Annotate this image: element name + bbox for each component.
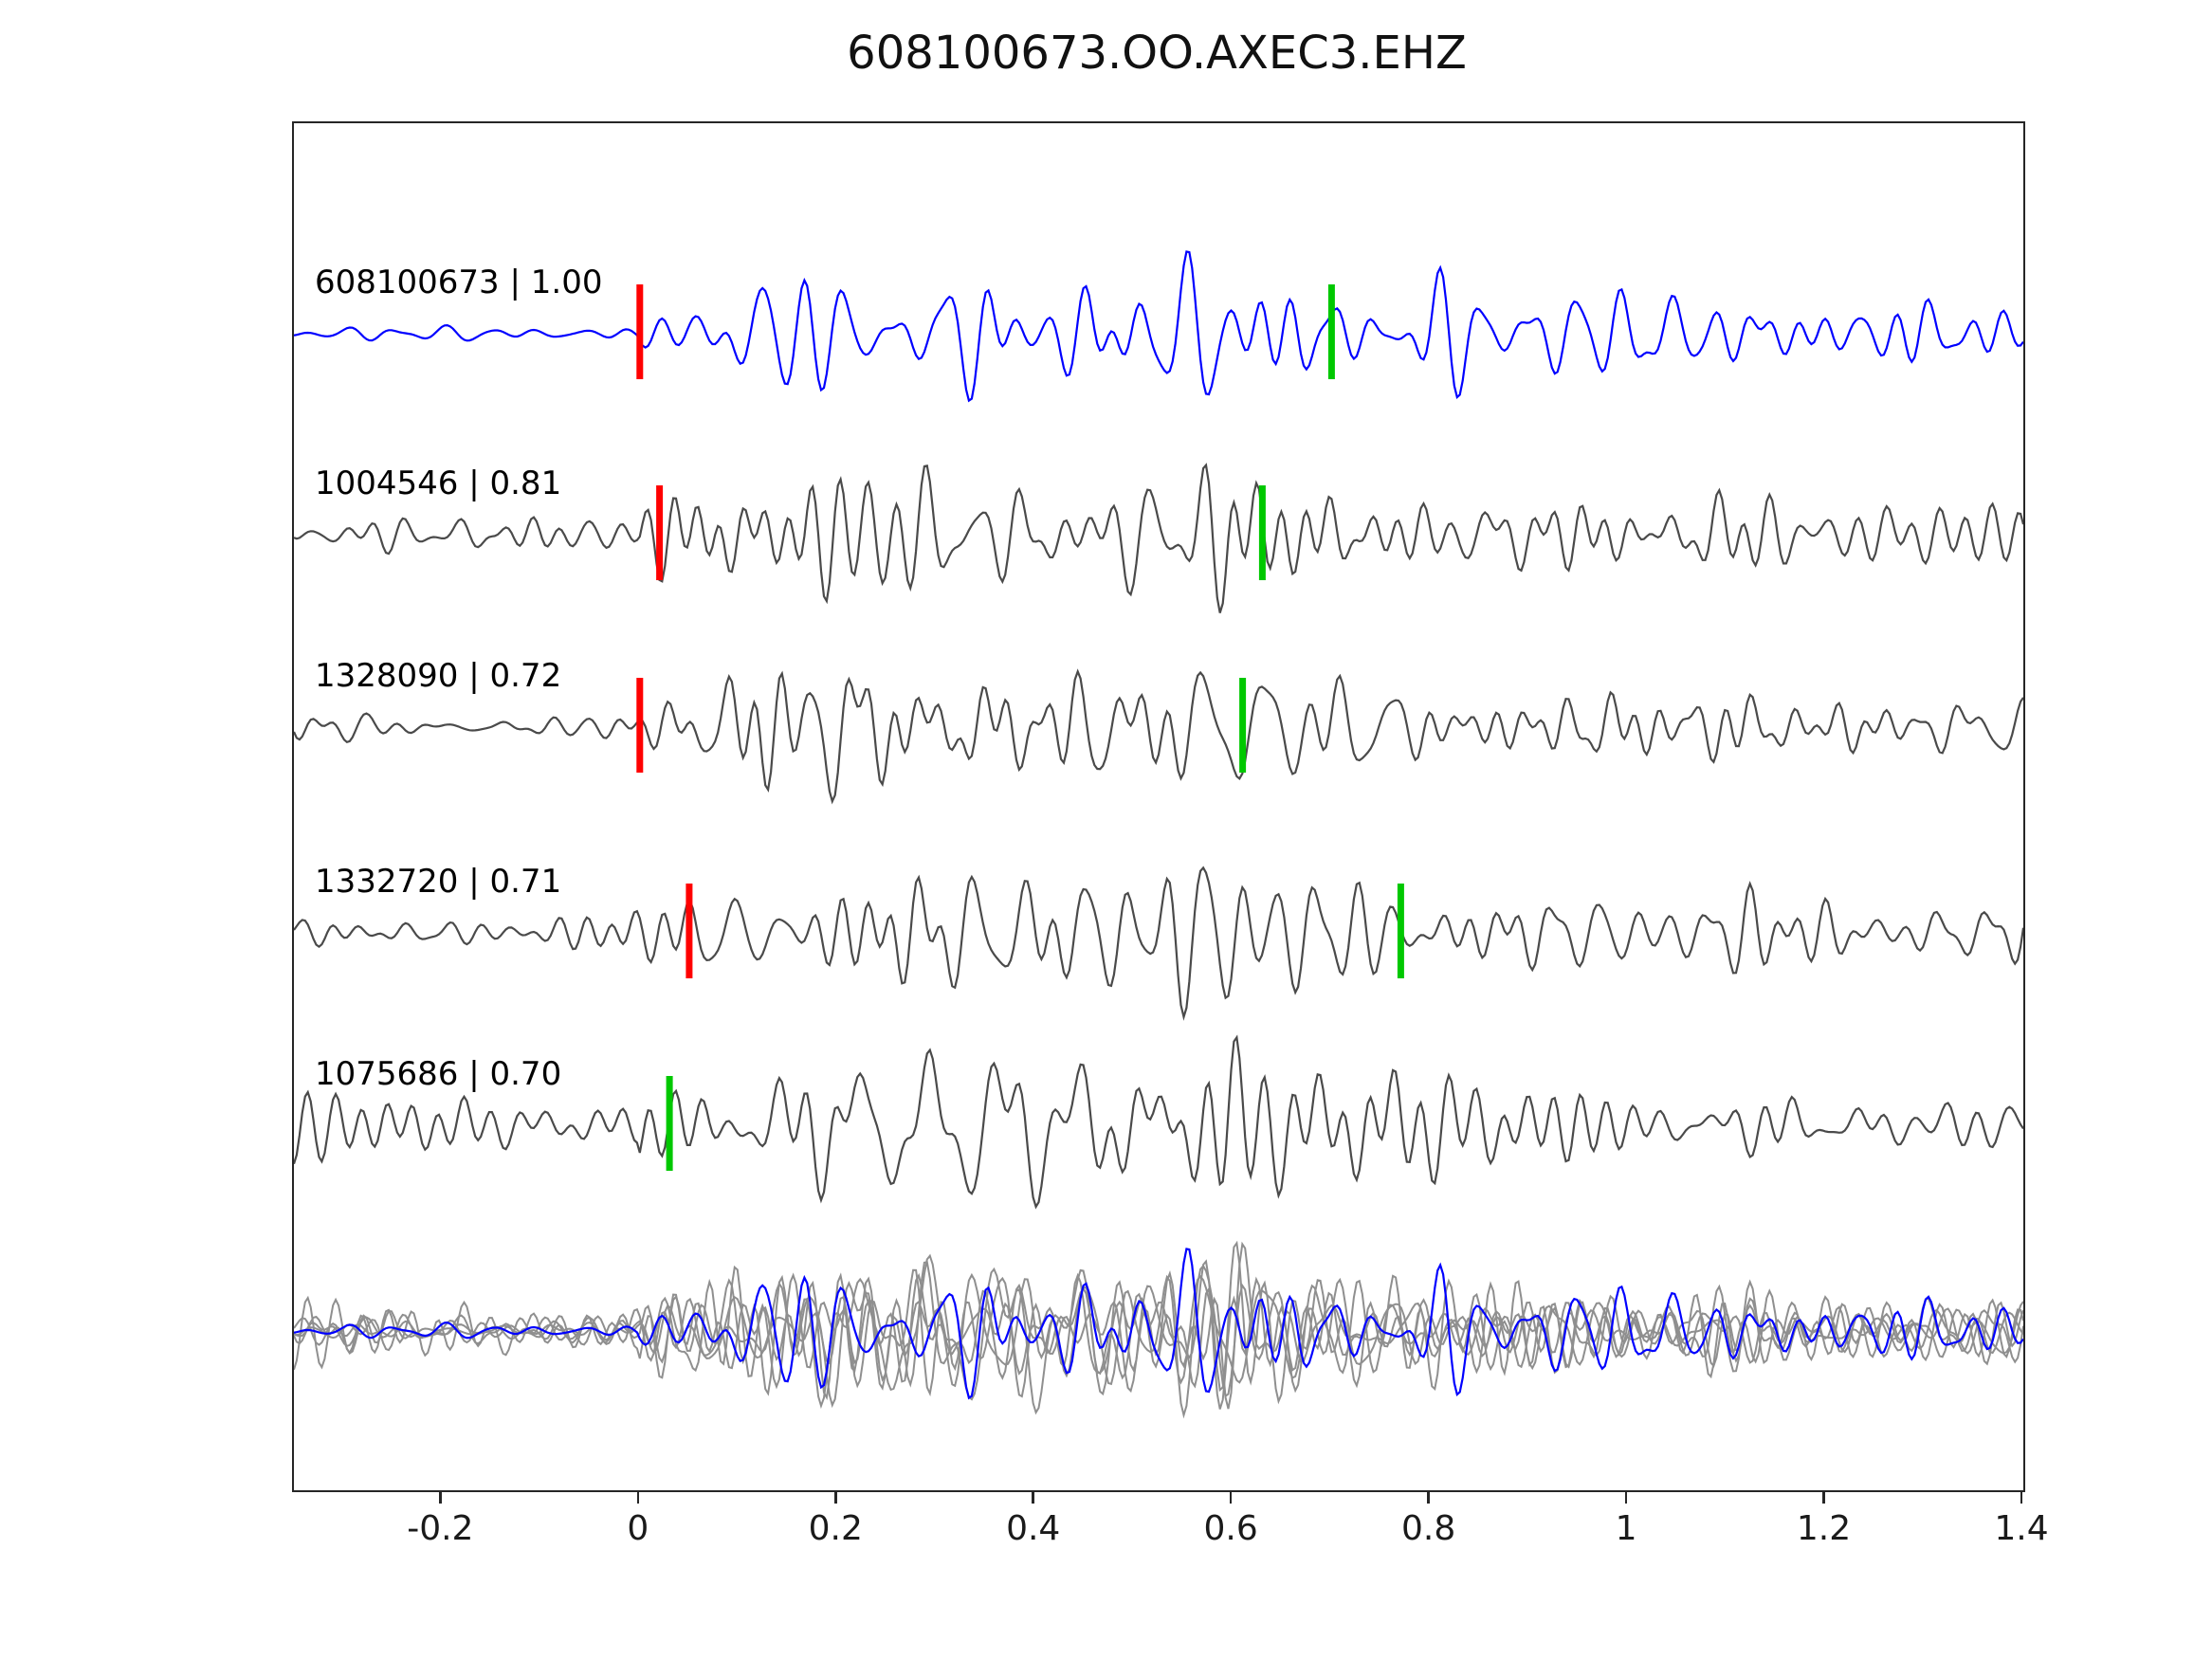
pick-marker-red bbox=[636, 284, 644, 379]
x-axis-tick bbox=[2020, 1490, 2023, 1504]
x-axis-tick bbox=[834, 1490, 837, 1504]
x-axis-tick-label: -0.2 bbox=[407, 1509, 474, 1548]
x-axis-tick-label: 0.4 bbox=[1006, 1509, 1061, 1548]
trace-label-1: 608100673 | 1.00 bbox=[315, 264, 603, 301]
pick-marker-red bbox=[636, 678, 644, 773]
waveform-trace bbox=[294, 1240, 2023, 1415]
chart-title: 608100673.OO.AXEC3.EHZ bbox=[847, 27, 1467, 80]
pick-marker-green bbox=[1239, 678, 1247, 773]
axes: 608100673 | 1.00 1004546 | 0.81 1328090 … bbox=[292, 121, 2025, 1492]
trace-label-4: 1332720 | 0.71 bbox=[315, 863, 562, 901]
x-axis-tick-label: 0 bbox=[627, 1509, 649, 1548]
x-axis-tick-label: 1.4 bbox=[1994, 1509, 2049, 1548]
waveform-trace bbox=[294, 668, 2023, 805]
x-axis-tick bbox=[1822, 1490, 1825, 1504]
x-axis-tick-label: 0.6 bbox=[1203, 1509, 1258, 1548]
x-axis-tick bbox=[1229, 1490, 1233, 1504]
trace-label-3: 1328090 | 0.72 bbox=[315, 657, 562, 695]
trace-label-5: 1075686 | 0.70 bbox=[315, 1055, 562, 1093]
x-axis-tick-label: 0.2 bbox=[808, 1509, 863, 1548]
waveform-trace bbox=[294, 463, 2023, 613]
waveform-trace bbox=[294, 1264, 2023, 1419]
x-axis-tick bbox=[1624, 1490, 1628, 1504]
waveform-trace bbox=[294, 1034, 2023, 1210]
waveform-trace bbox=[294, 866, 2023, 1021]
waveform-canvas bbox=[294, 250, 2023, 1419]
pick-marker-green bbox=[666, 1076, 673, 1171]
pick-marker-green bbox=[1397, 884, 1404, 978]
x-axis-tick-label: 0.8 bbox=[1400, 1509, 1456, 1548]
x-axis-tick bbox=[439, 1490, 442, 1504]
waveform-trace bbox=[294, 1241, 2023, 1410]
waveform-trace bbox=[294, 1248, 2023, 1400]
x-axis-tick bbox=[1032, 1490, 1034, 1504]
pick-marker-red bbox=[656, 485, 664, 580]
x-axis-tick-label: 1 bbox=[1615, 1509, 1637, 1548]
waveform-trace bbox=[294, 1272, 2023, 1409]
x-axis-tick-label: 1.2 bbox=[1796, 1509, 1852, 1548]
waveform-trace bbox=[294, 250, 2023, 403]
x-axis-tick bbox=[636, 1490, 640, 1504]
pick-marker-green bbox=[1327, 284, 1335, 379]
x-axis-tick bbox=[1427, 1490, 1430, 1504]
pick-marker-red bbox=[686, 884, 693, 978]
trace-label-2: 1004546 | 0.81 bbox=[315, 465, 562, 502]
pick-marker-green bbox=[1258, 485, 1266, 580]
waveform-trace bbox=[294, 1259, 2023, 1410]
